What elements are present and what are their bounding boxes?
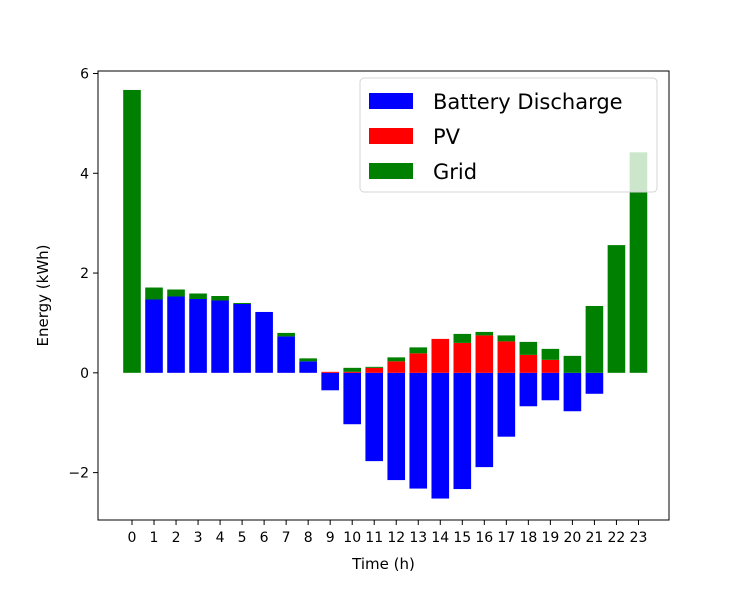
- y-tick-label: 0: [80, 366, 89, 382]
- bar-battery-discharge-21: [585, 372, 604, 394]
- x-tick-label: 9: [326, 530, 335, 546]
- bar-grid-16: [475, 331, 494, 336]
- bar-grid-15: [453, 333, 472, 343]
- bar-grid-20: [563, 355, 582, 373]
- x-tick-label: 7: [282, 530, 291, 546]
- legend-label-grid: Grid: [433, 160, 477, 184]
- bar-battery-discharge-12: [387, 372, 406, 481]
- y-axis: −2 0 2 4 6: [68, 66, 98, 482]
- bar-pv-12: [387, 361, 406, 373]
- x-axis: 0 1 2 3 4 5 6 7 8 9 10 11 12 13 14 15 16 17 18 19 20 21 22 23: [128, 520, 648, 546]
- y-tick-label: 2: [80, 266, 89, 282]
- x-tick-label: 23: [630, 530, 648, 546]
- bar-grid-23: [629, 152, 648, 373]
- bar-battery-discharge-5: [233, 303, 251, 373]
- legend-swatch-battery-discharge: [369, 93, 413, 109]
- x-tick-label: 15: [453, 530, 471, 546]
- bar-battery-discharge-2: [167, 296, 185, 373]
- bar-battery-discharge-8: [299, 361, 317, 373]
- bar-pv-16: [475, 335, 494, 373]
- bar-grid-22: [607, 245, 626, 373]
- bar-pv-15: [453, 342, 472, 373]
- plot-frame: [97, 70, 670, 521]
- bar-grid-2: [167, 289, 185, 297]
- bar-battery-discharge-16: [475, 372, 494, 468]
- x-tick-label: 16: [475, 530, 493, 546]
- bar-grid-18: [519, 341, 538, 355]
- bar-battery-discharge-6: [255, 311, 273, 373]
- bar-grid-4: [211, 296, 229, 301]
- y-tick-label: 4: [80, 166, 89, 182]
- legend-swatch-grid: [369, 163, 413, 179]
- bar-grid-19: [541, 348, 560, 360]
- x-tick-label: 17: [497, 530, 515, 546]
- x-tick-label: 6: [260, 530, 269, 546]
- bar-grid-10: [343, 367, 361, 372]
- bar-battery-discharge-10: [343, 372, 361, 425]
- x-tick-label: 10: [343, 530, 361, 546]
- y-tick-label: 6: [80, 66, 89, 82]
- x-tick-label: 20: [563, 530, 581, 546]
- y-tick-label: −2: [68, 466, 89, 482]
- bar-grid-8: [299, 358, 317, 362]
- bar-grid-12: [387, 357, 406, 362]
- bar-grid-13: [409, 347, 428, 354]
- x-tick-label: 13: [409, 530, 427, 546]
- legend-box: [359, 77, 658, 193]
- bar-battery-discharge-18: [519, 372, 538, 407]
- bar-battery-discharge-9: [321, 372, 339, 391]
- bar-battery-discharge-14: [431, 372, 450, 499]
- bar-battery-discharge-1: [145, 299, 163, 373]
- bar-pv-10: [343, 371, 361, 373]
- bar-grid-21: [585, 305, 604, 373]
- bar-grid-0: [123, 89, 141, 373]
- x-tick-label: 8: [304, 530, 313, 546]
- bar-battery-discharge-15: [453, 372, 472, 490]
- bar-grid-17: [497, 335, 516, 342]
- legend-swatch-pv: [369, 128, 413, 144]
- x-tick-label: 5: [238, 530, 247, 546]
- x-tick-label: 3: [194, 530, 203, 546]
- x-tick-label: 12: [387, 530, 405, 546]
- bar-battery-discharge-11: [365, 372, 384, 462]
- bar-pv-9: [321, 371, 339, 373]
- x-tick-label: 4: [216, 530, 225, 546]
- x-tick-label: 19: [541, 530, 559, 546]
- bar-grid-1: [145, 287, 163, 300]
- x-tick-label: 1: [150, 530, 159, 546]
- x-tick-label: 18: [519, 530, 537, 546]
- bar-pv-13: [409, 353, 428, 373]
- x-tick-label: 21: [586, 530, 604, 546]
- bar-pv-18: [519, 354, 538, 373]
- bar-battery-discharge-19: [541, 372, 560, 401]
- bar-battery-discharge-20: [563, 372, 582, 412]
- bar-pv-14: [431, 338, 450, 373]
- bar-grid-11: [365, 366, 384, 368]
- x-tick-label: 0: [128, 530, 137, 546]
- legend: Battery Discharge PV Grid: [359, 77, 658, 193]
- bars-layer: [123, 89, 648, 499]
- x-tick-label: 14: [431, 530, 449, 546]
- bar-battery-discharge-7: [277, 336, 295, 373]
- bar-battery-discharge-17: [497, 372, 516, 437]
- bar-battery-discharge-13: [409, 372, 428, 489]
- bar-pv-19: [541, 359, 560, 373]
- bar-grid-5: [233, 302, 251, 304]
- bar-pv-17: [497, 341, 516, 373]
- x-tick-label: 11: [365, 530, 383, 546]
- y-axis-label: Energy (kWh): [34, 244, 52, 346]
- bar-grid-3: [189, 293, 207, 299]
- bar-pv-11: [365, 367, 384, 373]
- x-axis-label: Time (h): [351, 555, 415, 573]
- x-tick-label: 2: [172, 530, 181, 546]
- x-tick-label: 22: [608, 530, 626, 546]
- legend-label-battery-discharge: Battery Discharge: [433, 90, 623, 114]
- bar-battery-discharge-3: [189, 298, 207, 373]
- bar-battery-discharge-4: [211, 300, 229, 373]
- legend-label-pv: PV: [433, 125, 461, 149]
- bar-grid-7: [277, 332, 295, 337]
